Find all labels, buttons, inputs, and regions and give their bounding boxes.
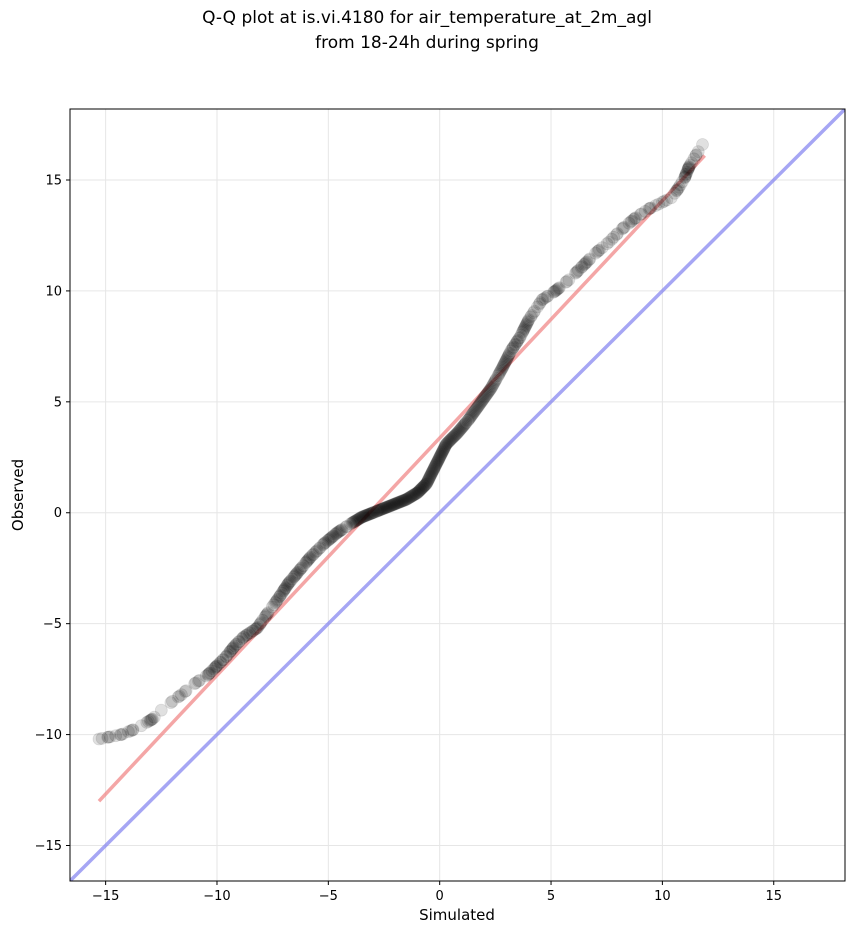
x-tick-label: −10: [203, 889, 230, 904]
x-tick-label: 5: [547, 889, 555, 904]
x-axis-ticks: −15 −10 −5 0 5 10 15: [92, 881, 782, 904]
x-tick-label: 10: [654, 889, 671, 904]
x-tick-label: 15: [765, 889, 782, 904]
x-tick-label: −15: [92, 889, 119, 904]
y-tick-label: 10: [45, 284, 62, 299]
y-tick-label: 0: [54, 506, 62, 521]
y-axis-ticks: −15 −10 −5 0 5 10 15: [35, 173, 70, 854]
y-tick-label: −15: [35, 839, 62, 854]
y-tick-label: 5: [54, 395, 62, 410]
y-tick-label: −10: [35, 728, 62, 743]
y-tick-label: 15: [45, 173, 62, 188]
x-axis-label: Simulated: [419, 906, 495, 924]
x-tick-label: 0: [436, 889, 444, 904]
y-axis-label: Observed: [9, 459, 27, 531]
x-tick-label: −5: [319, 889, 338, 904]
quantile-point: [697, 139, 709, 151]
y-tick-label: −5: [43, 617, 62, 632]
